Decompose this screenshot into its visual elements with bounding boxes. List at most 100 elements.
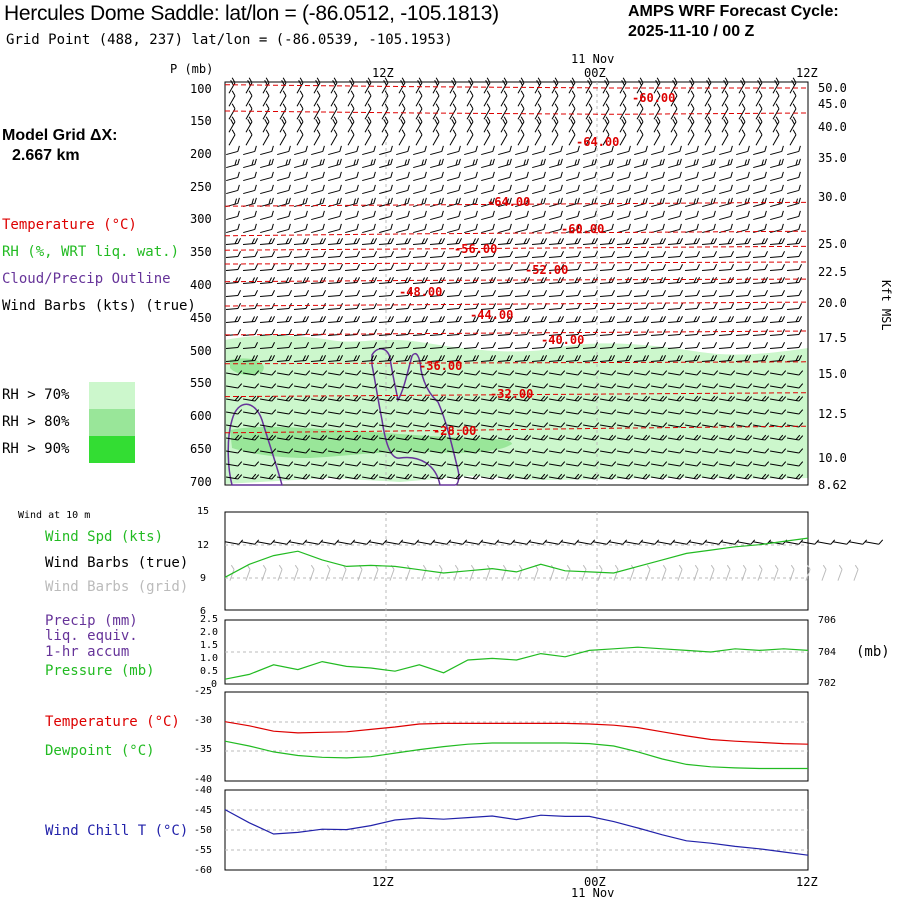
wind-barb-flag (367, 116, 372, 123)
wind-barb-flag (268, 473, 274, 479)
wind-barb (259, 316, 275, 324)
wind-barb (687, 116, 695, 133)
surface-barb-shaft (245, 569, 251, 581)
wind-barb-flag (288, 370, 294, 376)
legend-rh80-label: RH > 80% (2, 414, 70, 430)
wind-barb-flag (673, 129, 678, 136)
wind-barb-flag (400, 119, 404, 125)
wind-barb-flag (645, 251, 649, 257)
wind-barb-shaft (328, 385, 340, 389)
wind-barb-shaft (770, 450, 782, 454)
wind-barb-shaft (225, 255, 239, 259)
wind-barb-shaft (464, 202, 476, 208)
wind-barb-flag (679, 210, 682, 217)
wind-barb (667, 355, 683, 363)
wind-barb-flag (676, 198, 679, 205)
wind-barb-flag (271, 171, 274, 178)
wind-barb (500, 103, 508, 120)
wind-barb-shaft (633, 268, 647, 272)
wind-barb (736, 145, 750, 156)
wind-barb-shaft (633, 242, 647, 246)
wind-barb (398, 116, 406, 133)
wind-barb-flag (764, 238, 768, 244)
wind-barb (517, 90, 525, 107)
wind-barb-flag (509, 277, 513, 283)
wind-barb (772, 103, 780, 120)
wind-barb (619, 116, 627, 133)
wind-barb-flag (384, 129, 389, 136)
surface-barb-flag (462, 539, 468, 545)
wind-barb-flag (288, 342, 292, 348)
wind-barb-flag (713, 316, 717, 322)
wind-barb-shaft (310, 242, 324, 246)
wind-barb-shaft (600, 163, 612, 169)
wind-barb-flag (696, 251, 700, 257)
wind-barb (650, 251, 666, 259)
surface-barb-flag (286, 539, 292, 545)
wind-barb (549, 395, 566, 402)
wind-barb-flag (373, 329, 377, 335)
wind-barb-shaft (634, 437, 646, 441)
wind-barb-shaft (702, 163, 714, 169)
wind-barb-flag (730, 158, 733, 165)
wind-barb (262, 90, 270, 107)
wind-barb (413, 409, 430, 415)
wind-barb (770, 210, 784, 221)
wind-barb (415, 77, 423, 94)
wind-barb-shaft (293, 307, 307, 311)
wind-barb-flag (475, 355, 479, 361)
wind-barb (328, 448, 345, 454)
wind-barb-shaft (583, 424, 595, 428)
wind-barb (651, 210, 665, 221)
wind-barb-shaft (789, 95, 797, 107)
wind-barb-shaft (310, 307, 324, 311)
wind-barb-flag (404, 355, 408, 361)
wind-barb (566, 171, 580, 182)
wind-barb-flag (305, 184, 308, 191)
surface-barb-shaft (389, 569, 395, 581)
wind-barb (685, 184, 699, 195)
wind-barb-shaft (650, 333, 664, 337)
wind-barb-flag (390, 383, 396, 389)
wind-barb-shaft (225, 359, 239, 363)
wind-barb-flag (506, 355, 510, 361)
wind-barb-shaft (483, 82, 491, 94)
wind-panel-frame (224, 511, 809, 611)
wind-barb (242, 303, 258, 311)
wind-barb (786, 238, 802, 246)
wind-barb-shaft (464, 215, 476, 221)
wind-barb (770, 395, 787, 402)
wind-barb-flag (353, 316, 357, 322)
wind-barb (534, 77, 542, 94)
wind-barb (616, 316, 632, 324)
wind-barb-flag (288, 290, 292, 296)
wind-barb-flag (265, 90, 270, 97)
temp-y-tick: -40 (194, 774, 213, 785)
wind-barb-flag (489, 473, 495, 479)
wind-barb (583, 370, 600, 376)
wind-barb (294, 461, 311, 467)
wind-barb (687, 77, 695, 94)
wind-barb-flag (400, 80, 404, 86)
wind-barb-flag (758, 129, 763, 136)
wind-barb-flag (645, 409, 651, 415)
wind-barb-flag (506, 434, 512, 440)
wind-barb (345, 171, 359, 182)
wind-barb (633, 264, 649, 272)
wind-barb-flag (605, 90, 610, 97)
wind-barb-flag (319, 473, 325, 479)
wind-barb-flag (594, 184, 597, 191)
wind-barb-flag (509, 210, 512, 217)
wind-barb-flag (594, 277, 598, 283)
wind-barb-flag (336, 355, 340, 361)
wind-barb-flag (591, 395, 597, 401)
wind-barb-flag (288, 409, 294, 415)
wind-barb (617, 158, 631, 169)
wind-barb (242, 238, 258, 246)
wind-barb-flag (373, 171, 376, 178)
wind-barb (619, 90, 627, 107)
surface-barb-shaft (817, 541, 831, 545)
wind-barb-shaft (243, 476, 255, 480)
wind-barb-shaft (685, 450, 697, 454)
surface-barb-true (833, 539, 852, 545)
